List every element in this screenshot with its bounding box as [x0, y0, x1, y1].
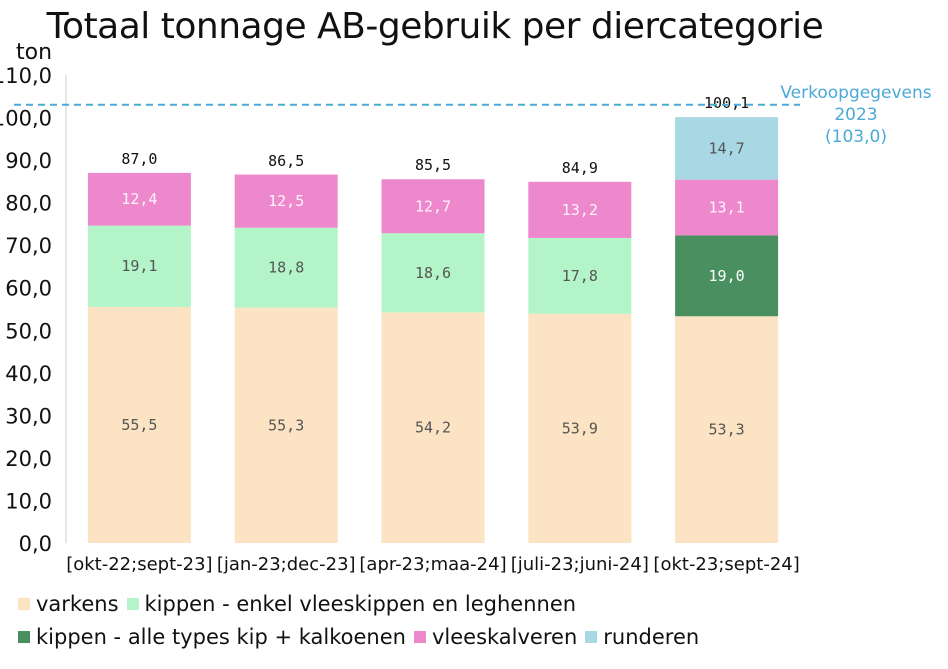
bar-segment — [234, 174, 338, 228]
y-tick-label: 50,0 — [5, 319, 52, 343]
legend-label: runderen — [603, 625, 700, 649]
data-label: 53,3 — [709, 421, 745, 439]
bar-segment — [528, 181, 632, 238]
bar-segment — [87, 306, 191, 543]
total-label: 100,1 — [704, 94, 749, 112]
legend-item: runderen — [585, 625, 699, 649]
data-label: 18,6 — [415, 264, 451, 282]
legend-item: vleeskalveren — [413, 625, 578, 649]
data-label: 19,1 — [121, 257, 157, 275]
legend-item: kippen - alle types kip + kalkoenen — [18, 625, 406, 649]
data-label: 53,9 — [562, 419, 598, 437]
y-tick-label: 90,0 — [5, 149, 52, 173]
bar-segment — [381, 233, 485, 313]
legend-label: varkens — [36, 592, 119, 616]
data-label: 54,2 — [415, 419, 451, 437]
legend-label: kippen - enkel vleeskippen en leghennen — [144, 592, 577, 616]
bar-segment — [528, 237, 632, 314]
data-label: 55,3 — [268, 416, 304, 434]
y-tick-label: 100,0 — [0, 107, 52, 131]
bar-segment — [381, 179, 485, 234]
legend-swatch — [18, 598, 30, 610]
data-label: 13,1 — [709, 199, 745, 217]
y-tick-label: 110,0 — [0, 64, 52, 88]
bar-segment — [675, 117, 779, 180]
bar-segment — [675, 179, 779, 236]
data-label: 17,8 — [562, 267, 598, 285]
x-tick-label: [okt-23;sept-24] — [653, 554, 799, 575]
legend-swatch — [413, 631, 426, 643]
bar-segment — [381, 312, 485, 543]
y-tick-label: 0,0 — [19, 532, 52, 556]
data-label: 13,2 — [562, 201, 598, 219]
bar-segment — [675, 235, 779, 317]
legend-row-2: kippen - alle types kip + kalkoenen vlees… — [18, 625, 707, 649]
y-tick-label: 40,0 — [5, 362, 52, 386]
bar-segment — [234, 227, 338, 308]
y-tick-label: 20,0 — [5, 447, 52, 471]
data-label: 12,4 — [121, 190, 157, 208]
legend-swatch — [585, 631, 598, 643]
total-label: 84,9 — [562, 159, 598, 177]
total-label: 87,0 — [121, 150, 157, 168]
y-tick-label: 60,0 — [5, 277, 52, 301]
reference-line-label: Verkoopgegevens 2023 (103,0) — [776, 82, 936, 148]
stacked-bar-chart: 0,0 10,0 20,0 30,0 40,0 50,0 60,0 70,0 80,0 90,0 1… — [0, 64, 800, 575]
x-tick-label: [apr-23;maa-24] — [359, 554, 506, 575]
legend-item: varkens — [18, 592, 119, 616]
y-tick-label: 10,0 — [5, 489, 52, 513]
reference-label-line-1: Verkoopgegevens — [780, 83, 932, 103]
chart-title: Totaal tonnage AB-gebruik per diercatego… — [46, 6, 824, 47]
legend-swatch — [18, 631, 30, 643]
data-label: 12,5 — [268, 192, 304, 210]
y-tick-label: 30,0 — [5, 404, 52, 428]
reference-label-line-2: 2023 — [834, 105, 878, 125]
x-tick-label: [juli-23;juni-24] — [511, 554, 649, 575]
total-label: 85,5 — [415, 156, 451, 174]
total-label: 86,5 — [268, 152, 304, 170]
reference-label-line-3: (103,0) — [825, 127, 887, 147]
legend-item: kippen - enkel vleeskippen en leghennen — [126, 592, 577, 616]
data-label: 14,7 — [709, 139, 745, 157]
bar-segment — [234, 307, 338, 543]
bar-segment — [87, 172, 191, 226]
legend-row-1: varkens kippen - enkel vleeskippen en leg… — [18, 592, 584, 616]
y-axis-unit-label: ton — [16, 40, 53, 65]
legend-swatch — [126, 598, 139, 610]
bar-segment — [528, 313, 632, 543]
y-tick-label: 70,0 — [5, 234, 52, 258]
bar-segment — [675, 316, 779, 543]
data-label: 12,7 — [415, 197, 451, 215]
x-tick-label: [okt-22;sept-23] — [66, 554, 212, 575]
bar-segment — [87, 225, 191, 307]
legend-label: vleeskalveren — [431, 625, 578, 649]
data-label: 18,8 — [268, 259, 304, 277]
y-tick-label: 80,0 — [5, 192, 52, 216]
data-label: 19,0 — [709, 267, 745, 285]
x-tick-label: [jan-23;dec-23] — [217, 554, 356, 575]
legend-label: kippen - alle types kip + kalkoenen — [36, 625, 406, 649]
data-label: 55,5 — [121, 416, 157, 434]
